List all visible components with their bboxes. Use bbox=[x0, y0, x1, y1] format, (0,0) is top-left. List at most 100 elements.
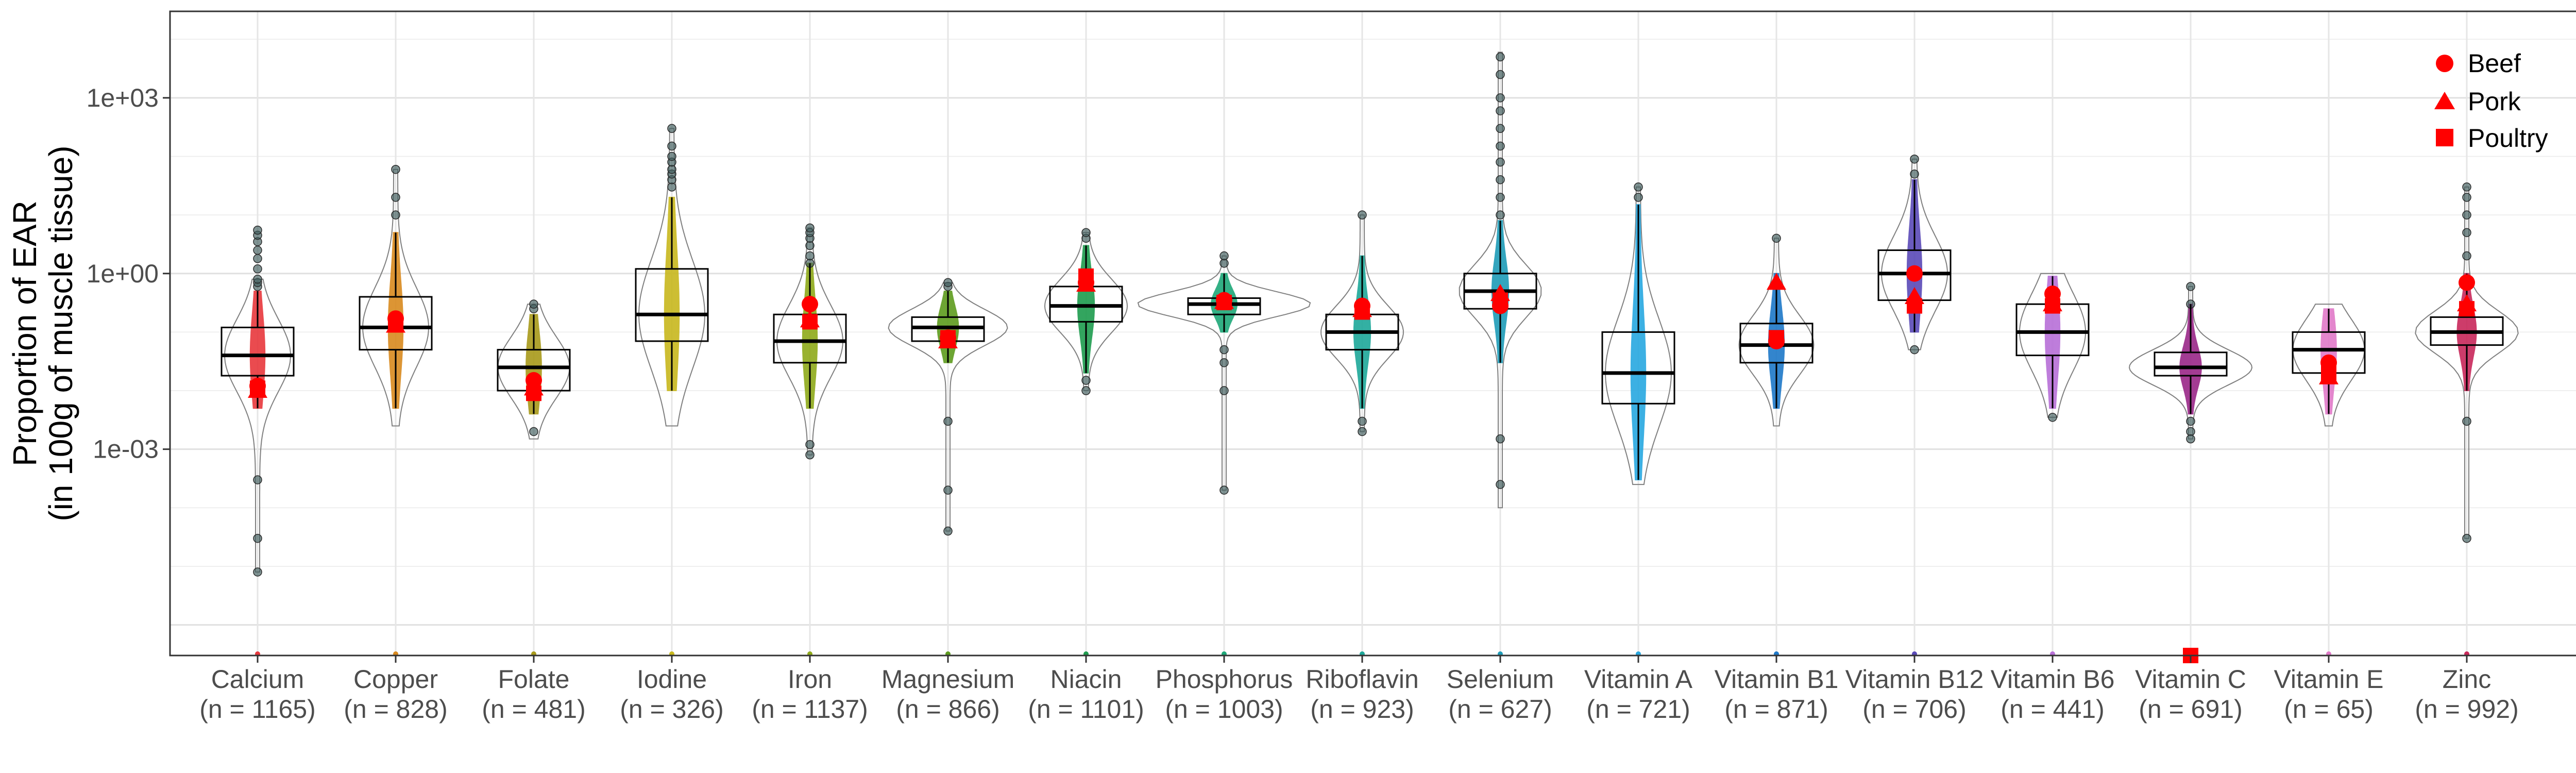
outlier-point bbox=[529, 427, 538, 436]
x-tick-label: Vitamin B6 bbox=[1991, 665, 2115, 694]
marker-poultry bbox=[250, 380, 265, 396]
outlier-point bbox=[1219, 485, 1229, 495]
legend-beef-marker bbox=[2436, 55, 2453, 72]
x-tick-label: Selenium bbox=[1447, 665, 1554, 694]
x-tick-label: Iron bbox=[788, 665, 832, 694]
outlier-point bbox=[253, 225, 262, 235]
legend: Beef Pork Poultry bbox=[2434, 49, 2548, 153]
outlier-point bbox=[253, 254, 262, 263]
outlier-point bbox=[805, 251, 815, 261]
x-tick-label: Riboflavin bbox=[1306, 665, 1419, 694]
outlier-point bbox=[1496, 124, 1505, 133]
y-axis-title: Proportion of EAR bbox=[6, 200, 43, 466]
marker-poultry bbox=[1769, 330, 1784, 346]
outlier-point bbox=[1496, 480, 1505, 489]
x-tick-count-label: (n = 1137) bbox=[752, 695, 868, 724]
outlier-point bbox=[943, 526, 953, 536]
x-tick-count-label: (n = 923) bbox=[1310, 695, 1414, 724]
jitter-band-iodine bbox=[664, 196, 680, 391]
box-iodine bbox=[635, 268, 709, 342]
outlier-point bbox=[1358, 416, 1367, 426]
x-tick-label: Vitamin A bbox=[1584, 665, 1693, 694]
outlier-point bbox=[529, 299, 538, 309]
outlier-point bbox=[667, 141, 676, 151]
x-tick-count-label: (n = 65) bbox=[2284, 695, 2374, 724]
x-tick-count-label: (n = 866) bbox=[896, 695, 1000, 724]
legend-pork-marker bbox=[2434, 92, 2455, 109]
outlier-point bbox=[1910, 345, 1919, 355]
legend-pork-label: Pork bbox=[2468, 87, 2521, 116]
outlier-point bbox=[1219, 358, 1229, 367]
outlier-point bbox=[1081, 386, 1091, 395]
legend-poultry-label: Poultry bbox=[2468, 124, 2548, 153]
outlier-point bbox=[2462, 182, 2471, 192]
marker-poultry bbox=[2045, 298, 2060, 314]
x-axis-ticks: Calcium(n = 1165)Copper(n = 828)Folate(n… bbox=[199, 656, 2519, 724]
x-tick-label: Vitamin E bbox=[2274, 665, 2383, 694]
box-vitamin-a bbox=[1601, 331, 1675, 405]
outlier-point bbox=[253, 567, 262, 577]
marker-poultry bbox=[1216, 294, 1232, 310]
outlier-point bbox=[1496, 175, 1505, 184]
outlier-point bbox=[1496, 141, 1505, 151]
outlier-point bbox=[1496, 70, 1505, 79]
outlier-point bbox=[805, 450, 815, 460]
x-tick-label: Folate bbox=[498, 665, 570, 694]
outlier-point bbox=[1496, 193, 1505, 202]
outlier-point bbox=[1496, 106, 1505, 115]
x-tick-count-label: (n = 721) bbox=[1586, 695, 1690, 724]
x-tick-label: Copper bbox=[353, 665, 438, 694]
outlier-point bbox=[1081, 376, 1091, 385]
y-tick-label: 1e+00 bbox=[87, 259, 159, 288]
box-calcium bbox=[221, 326, 295, 377]
violin-vitamin-b12 bbox=[1880, 158, 1948, 350]
outlier-point bbox=[2462, 193, 2471, 202]
outlier-point bbox=[2462, 416, 2471, 426]
x-tick-count-label: (n = 1101) bbox=[1028, 695, 1144, 724]
x-tick-count-label: (n = 691) bbox=[2139, 695, 2243, 724]
outlier-point bbox=[2462, 251, 2471, 261]
outlier-point bbox=[1496, 157, 1505, 167]
jitter-band-vitamin-c bbox=[2179, 304, 2202, 415]
box-copper bbox=[359, 296, 433, 351]
y-tick-label: 1e+03 bbox=[87, 83, 159, 112]
outlier-point bbox=[1496, 434, 1505, 444]
y-tick-label: 1e-03 bbox=[93, 435, 159, 464]
outlier-point bbox=[391, 164, 400, 174]
x-tick-count-label: (n = 481) bbox=[482, 695, 586, 724]
violin-vitamin-b1 bbox=[1738, 238, 1815, 427]
meat-markers bbox=[248, 265, 2477, 663]
jitter-band-vitamin-a bbox=[1630, 204, 1647, 481]
marker-poultry bbox=[1354, 304, 1370, 320]
outlier-point bbox=[805, 440, 815, 449]
outlier-point bbox=[1219, 386, 1229, 395]
x-tick-count-label: (n = 828) bbox=[344, 695, 448, 724]
outlier-point bbox=[1496, 210, 1505, 220]
marker-poultry bbox=[1078, 268, 1094, 284]
outlier-point bbox=[1081, 228, 1091, 238]
box-vitamin-b1 bbox=[1739, 323, 1814, 364]
marker-pork bbox=[1767, 273, 1786, 290]
outlier-point bbox=[2048, 413, 2057, 422]
outlier-point bbox=[253, 264, 262, 274]
marker-beef bbox=[2459, 274, 2475, 291]
violin-vitamin-b6 bbox=[2019, 273, 2086, 418]
y-axis-ticks: 1e-03 1e+00 1e+03 bbox=[87, 83, 170, 464]
outlier-point bbox=[1219, 251, 1229, 261]
outlier-point bbox=[2186, 282, 2195, 291]
outlier-point bbox=[667, 124, 676, 133]
outlier-points bbox=[253, 52, 2471, 657]
outlier-point bbox=[1358, 427, 1367, 436]
marker-poultry bbox=[940, 330, 956, 346]
y-axis-title-line2: (in 100g of muscle tissue) bbox=[42, 145, 79, 521]
outlier-point bbox=[2462, 228, 2471, 238]
outlier-point bbox=[805, 223, 815, 233]
outlier-point bbox=[2186, 416, 2195, 426]
x-tick-label: Iodine bbox=[637, 665, 707, 694]
legend-poultry-marker bbox=[2436, 129, 2453, 146]
x-tick-label: Magnesium bbox=[882, 665, 1014, 694]
outlier-point bbox=[667, 152, 676, 161]
outlier-point bbox=[253, 475, 262, 484]
